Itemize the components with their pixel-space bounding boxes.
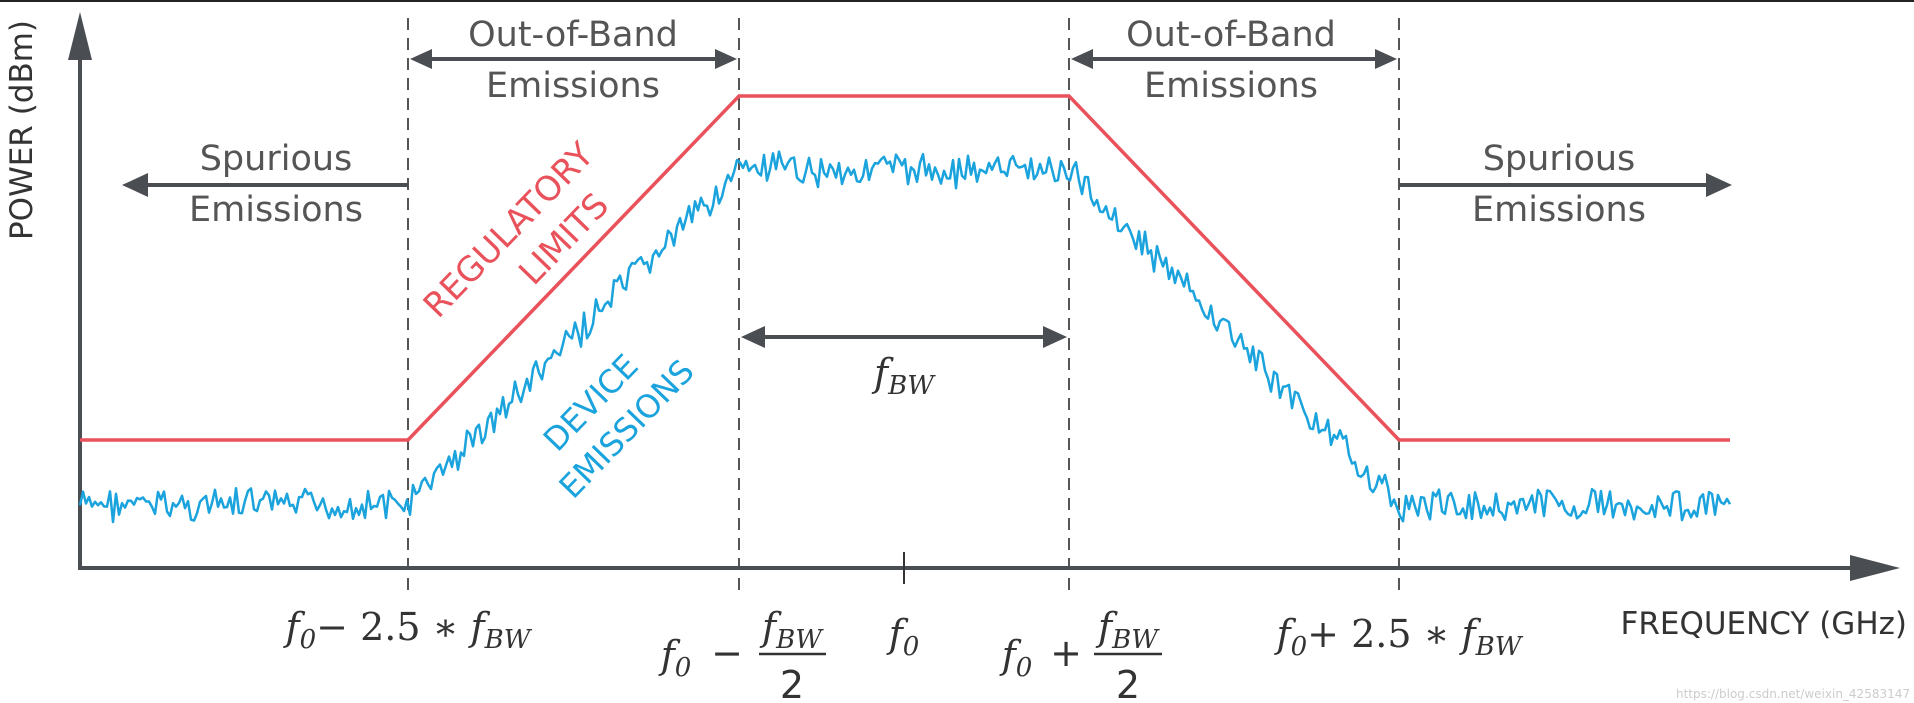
- oob-left-arrowhead-right-icon: [715, 49, 737, 69]
- spur-right-label-line2: Emissions: [1472, 190, 1646, 230]
- tick-f0: f0: [886, 612, 920, 662]
- spur-left-label-line2: Emissions: [189, 190, 363, 230]
- tick-minus-numerator: fBW: [759, 605, 824, 655]
- y-axis-arrow-icon: [68, 12, 92, 60]
- regulatory-limits-label: REGULATORY LIMITS: [416, 135, 617, 326]
- device-emissions-label: DEVICE EMISSIONS: [536, 347, 702, 506]
- spur-left-arrowhead-icon: [122, 173, 148, 197]
- spur-right-label-line1: Spurious: [1483, 139, 1636, 179]
- oob-left-arrowhead-left-icon: [410, 49, 432, 69]
- x-axis-arrow-icon: [1850, 555, 1900, 581]
- tick-plus-sign: +: [1050, 631, 1082, 675]
- tick-f0-plus-2p5-fbw: f0+ 2.5 ∗ fBW: [1274, 612, 1524, 662]
- oob-left-label-line1: Out-of-Band: [468, 15, 678, 55]
- tick-minus-denominator: 2: [780, 663, 804, 703]
- y-axis-title: POWER (dBm): [4, 20, 40, 240]
- bw-arrowhead-right-icon: [1043, 326, 1067, 348]
- tick-plus-numerator: fBW: [1095, 605, 1160, 655]
- tick-f0-plus-half-fbw: f0 + fBW 2: [999, 605, 1162, 703]
- tick-plus-f0: f0: [999, 633, 1033, 683]
- tick-minus-sign: −: [711, 631, 743, 675]
- tick-f0-minus-half-fbw: f0 − fBW 2: [658, 605, 826, 703]
- oob-right-label-line2: Emissions: [1144, 66, 1318, 106]
- tick-f0-minus-2p5-fbw: f0− 2.5 ∗ fBW: [283, 605, 533, 655]
- oob-right-label-line1: Out-of-Band: [1126, 15, 1336, 55]
- bandwidth-label: fBW: [871, 351, 936, 401]
- tick-plus-denominator: 2: [1116, 663, 1140, 703]
- bw-arrowhead-left-icon: [741, 326, 765, 348]
- watermark: https://blog.csdn.net/weixin_42583147: [1676, 687, 1910, 701]
- oob-left-label-line2: Emissions: [486, 66, 660, 106]
- oob-right-arrowhead-right-icon: [1375, 49, 1397, 69]
- spur-right-arrowhead-icon: [1706, 173, 1732, 197]
- device-emissions-curve: [78, 150, 1732, 524]
- regulatory-limit-line: [80, 94, 1730, 442]
- oob-right-arrowhead-left-icon: [1071, 49, 1093, 69]
- spur-left-label-line1: Spurious: [200, 139, 353, 179]
- tick-minus-f0: f0: [658, 633, 692, 683]
- x-axis-title: FREQUENCY (GHz): [1620, 606, 1907, 642]
